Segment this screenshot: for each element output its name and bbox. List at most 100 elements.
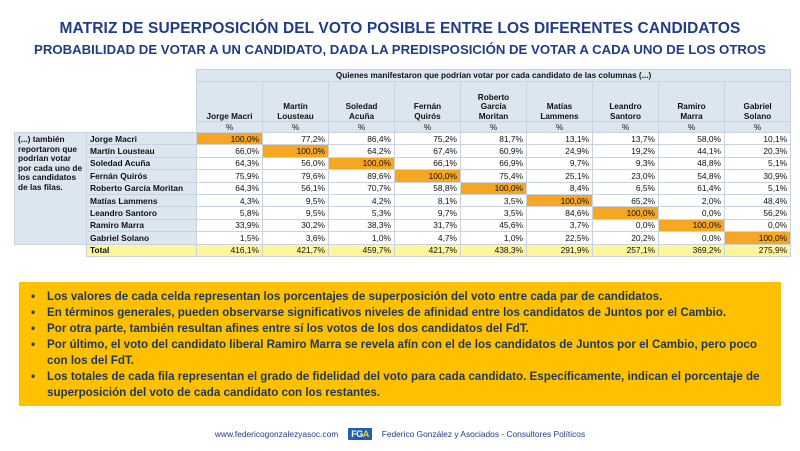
percent-row: %%%%%%%%%: [14, 121, 792, 133]
column-header: Ramiro Marra: [658, 81, 725, 122]
value-cell: 60,9%: [460, 144, 527, 158]
row-description: (...) también reportaron que podrían vot…: [14, 132, 87, 245]
note-text: Por otra parte, también resultan afines …: [47, 321, 529, 335]
diagonal-cell: 100,0%: [658, 218, 725, 233]
value-cell: 45,6%: [460, 218, 527, 233]
value-cell: 33,9%: [196, 218, 263, 233]
value-cell: 56,1%: [262, 181, 329, 195]
column-header-line: Acuña: [348, 111, 375, 121]
value-cell: 24,9%: [526, 144, 593, 158]
row-label: Gabriel Solano: [86, 231, 197, 245]
note-text: En términos generales, pueden observarse…: [47, 305, 727, 319]
value-cell: 77,2%: [262, 131, 329, 146]
percent-label: %: [328, 121, 395, 133]
value-cell: 19,2%: [592, 144, 659, 158]
value-cell: 65,2%: [592, 193, 659, 208]
value-cell: 89,6%: [328, 169, 395, 183]
fga-logo-icon: FG A: [348, 428, 372, 440]
value-cell: 5,3%: [328, 206, 395, 220]
value-cell: 86,4%: [328, 131, 395, 146]
percent-label: %: [592, 121, 659, 133]
total-cell: 416,1%: [196, 243, 263, 257]
value-cell: 75,2%: [394, 131, 461, 146]
row-label: Martín Lousteau: [86, 144, 197, 158]
value-cell: 81,7%: [460, 131, 527, 146]
value-cell: 3,5%: [460, 193, 527, 208]
value-cell: 70,7%: [328, 181, 395, 195]
value-cell: 13,7%: [592, 131, 659, 146]
diagonal-cell: 100,0%: [592, 206, 659, 220]
value-cell: 66,0%: [196, 144, 263, 158]
table-row: Leandro Santoro 5,8% 9,5% 5,3% 9,7% 3,5% 84,6%…: [15, 206, 792, 220]
value-cell: 56,0%: [262, 156, 329, 171]
value-cell: 20,3%: [723, 144, 792, 158]
value-cell: 84,6%: [526, 206, 593, 220]
percent-label: %: [723, 121, 792, 133]
bullet-icon: •: [31, 321, 36, 335]
row-label: Jorge Macri: [86, 131, 197, 146]
subtitle: PROBABILIDAD DE VOTAR A UN CANDIDATO, DA…: [34, 42, 766, 57]
value-cell: 9,5%: [262, 193, 329, 208]
diagonal-cell: 100,0%: [328, 156, 395, 171]
total-label: Total: [86, 243, 197, 257]
row-label: Ramiro Marra: [86, 218, 197, 233]
percent-label: %: [460, 121, 527, 133]
column-header-line: Moritan: [478, 111, 509, 121]
diagonal-cell: 100,0%: [526, 193, 593, 208]
value-cell: 22,5%: [526, 231, 593, 245]
column-header-line: Santoro: [610, 111, 641, 121]
table-row: Martín Lousteau 66,0% 100,0% 64,2% 67,4% 60,9…: [15, 144, 792, 158]
total-cell: 438,3%: [460, 243, 527, 257]
value-cell: 3,6%: [262, 231, 329, 245]
table-row: Ramiro Marra 33,9% 30,2% 38,3% 31,7% 45,6% 3,7…: [15, 218, 792, 233]
value-cell: 5,1%: [723, 181, 792, 195]
value-cell: 3,7%: [526, 218, 593, 233]
value-cell: 48,4%: [723, 193, 792, 208]
note-text: Por último, el voto del candidato libera…: [47, 337, 757, 367]
diagonal-cell: 100,0%: [723, 231, 792, 245]
footer-url[interactable]: www.federicogonzalezyasoc.com: [214, 429, 339, 439]
value-cell: 5,1%: [723, 156, 792, 171]
row-label: Matías Lammens: [86, 193, 197, 208]
column-header: Soledad Acuña: [328, 81, 395, 122]
bullet-icon: •: [31, 290, 36, 303]
row-label: Leandro Santoro: [86, 206, 197, 220]
value-cell: 66,9%: [460, 156, 527, 171]
note-item: • Por último, el voto del candidato liber…: [31, 337, 769, 369]
column-header: Fernán Quirós: [394, 81, 461, 122]
footer-org: Federico González y Asociados - Consulto…: [381, 429, 586, 439]
value-cell: 0,0%: [592, 218, 659, 233]
value-cell: 20,2%: [592, 231, 659, 245]
top-header: Quienes manifestaron que podrían votar p…: [195, 69, 792, 82]
column-header-line: Lousteau: [277, 111, 314, 121]
column-header: Matías Lammens: [526, 81, 593, 122]
column-header-line: Solano: [743, 111, 772, 121]
column-header-line: Matías: [546, 102, 573, 112]
row-label: Fernán Quirós: [86, 169, 197, 183]
column-header: Martín Lousteau: [262, 81, 329, 122]
value-cell: 9,3%: [592, 156, 659, 171]
bullet-icon: •: [31, 337, 36, 351]
column-header-line: Fernán: [413, 102, 442, 112]
value-cell: 44,1%: [658, 144, 725, 158]
value-cell: 23,0%: [592, 169, 659, 183]
value-cell: 0,0%: [658, 206, 725, 220]
value-cell: 4,3%: [196, 193, 263, 208]
table-row: Matías Lammens 4,3% 9,5% 4,2% 8,1% 3,5% 100,0%…: [15, 193, 792, 208]
column-header-row: Jorge Macri Martín Lousteau Soledad Acuña Fer…: [14, 81, 792, 122]
value-cell: 64,2%: [328, 144, 395, 158]
column-header-line: Jorge Macri: [206, 111, 253, 121]
table-row: Roberto García Moritan 64,3% 56,1% 70,7% 58,…: [15, 181, 792, 195]
row-label: Soledad Acuña: [86, 156, 197, 171]
column-header-line: Roberto: [477, 92, 510, 102]
value-cell: 38,3%: [328, 218, 395, 233]
column-header-line: Quirós: [414, 111, 441, 121]
bullet-icon: •: [31, 305, 36, 319]
value-cell: 4,2%: [328, 193, 395, 208]
value-cell: 64,3%: [196, 156, 263, 171]
value-cell: 1,5%: [196, 231, 263, 245]
value-cell: 31,7%: [394, 218, 461, 233]
value-cell: 25,1%: [526, 169, 593, 183]
column-header-line: García: [480, 102, 507, 112]
value-cell: 30,9%: [723, 169, 792, 183]
